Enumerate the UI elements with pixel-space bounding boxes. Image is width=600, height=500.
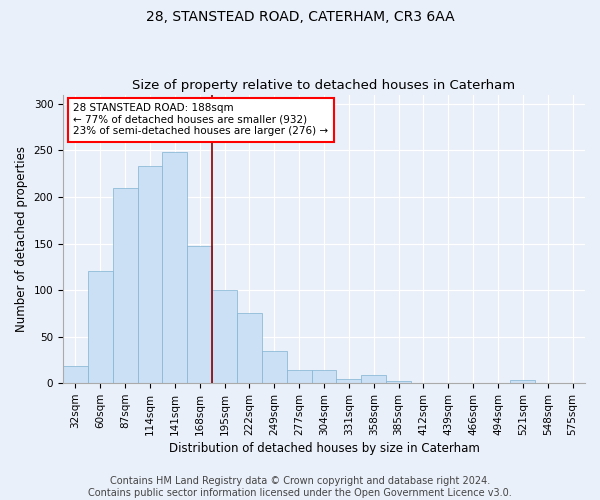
Y-axis label: Number of detached properties: Number of detached properties — [15, 146, 28, 332]
Title: Size of property relative to detached houses in Caterham: Size of property relative to detached ho… — [133, 79, 515, 92]
Bar — [163, 152, 187, 383]
X-axis label: Distribution of detached houses by size in Caterham: Distribution of detached houses by size … — [169, 442, 479, 455]
Bar — [212, 290, 237, 383]
Bar — [262, 350, 287, 383]
Bar — [337, 378, 361, 383]
Text: Contains HM Land Registry data © Crown copyright and database right 2024.
Contai: Contains HM Land Registry data © Crown c… — [88, 476, 512, 498]
Bar — [287, 370, 311, 383]
Bar — [88, 272, 113, 383]
Bar — [113, 188, 137, 383]
Text: 28, STANSTEAD ROAD, CATERHAM, CR3 6AA: 28, STANSTEAD ROAD, CATERHAM, CR3 6AA — [146, 10, 454, 24]
Bar — [63, 366, 88, 383]
Text: 28 STANSTEAD ROAD: 188sqm
← 77% of detached houses are smaller (932)
23% of semi: 28 STANSTEAD ROAD: 188sqm ← 77% of detac… — [73, 103, 329, 136]
Bar — [311, 370, 337, 383]
Bar — [237, 314, 262, 383]
Bar — [386, 382, 411, 383]
Bar — [511, 380, 535, 383]
Bar — [187, 246, 212, 383]
Bar — [361, 375, 386, 383]
Bar — [137, 166, 163, 383]
